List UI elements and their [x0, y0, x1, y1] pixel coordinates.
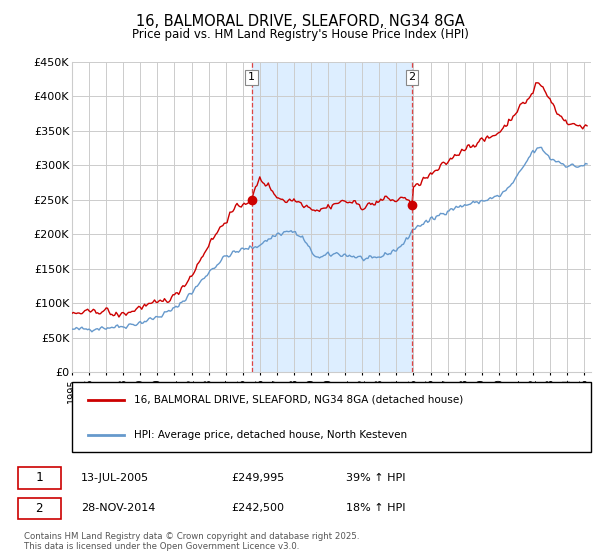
FancyBboxPatch shape: [18, 467, 61, 489]
FancyBboxPatch shape: [72, 382, 591, 452]
Text: 2: 2: [35, 502, 43, 515]
Text: 28-NOV-2014: 28-NOV-2014: [81, 503, 155, 514]
Text: 18% ↑ HPI: 18% ↑ HPI: [346, 503, 406, 514]
Text: HPI: Average price, detached house, North Kesteven: HPI: Average price, detached house, Nort…: [134, 430, 407, 440]
Text: £249,995: £249,995: [231, 473, 284, 483]
Text: 16, BALMORAL DRIVE, SLEAFORD, NG34 8GA (detached house): 16, BALMORAL DRIVE, SLEAFORD, NG34 8GA (…: [134, 395, 464, 405]
Text: 2: 2: [409, 72, 415, 82]
Text: 1: 1: [35, 472, 43, 484]
FancyBboxPatch shape: [18, 498, 61, 519]
Text: 16, BALMORAL DRIVE, SLEAFORD, NG34 8GA: 16, BALMORAL DRIVE, SLEAFORD, NG34 8GA: [136, 14, 464, 29]
Text: £242,500: £242,500: [231, 503, 284, 514]
Text: 39% ↑ HPI: 39% ↑ HPI: [346, 473, 406, 483]
Text: 1: 1: [248, 72, 255, 82]
Text: Price paid vs. HM Land Registry's House Price Index (HPI): Price paid vs. HM Land Registry's House …: [131, 28, 469, 41]
Text: 13-JUL-2005: 13-JUL-2005: [81, 473, 149, 483]
Text: Contains HM Land Registry data © Crown copyright and database right 2025.
This d: Contains HM Land Registry data © Crown c…: [23, 532, 359, 552]
Bar: [252, 62, 412, 372]
